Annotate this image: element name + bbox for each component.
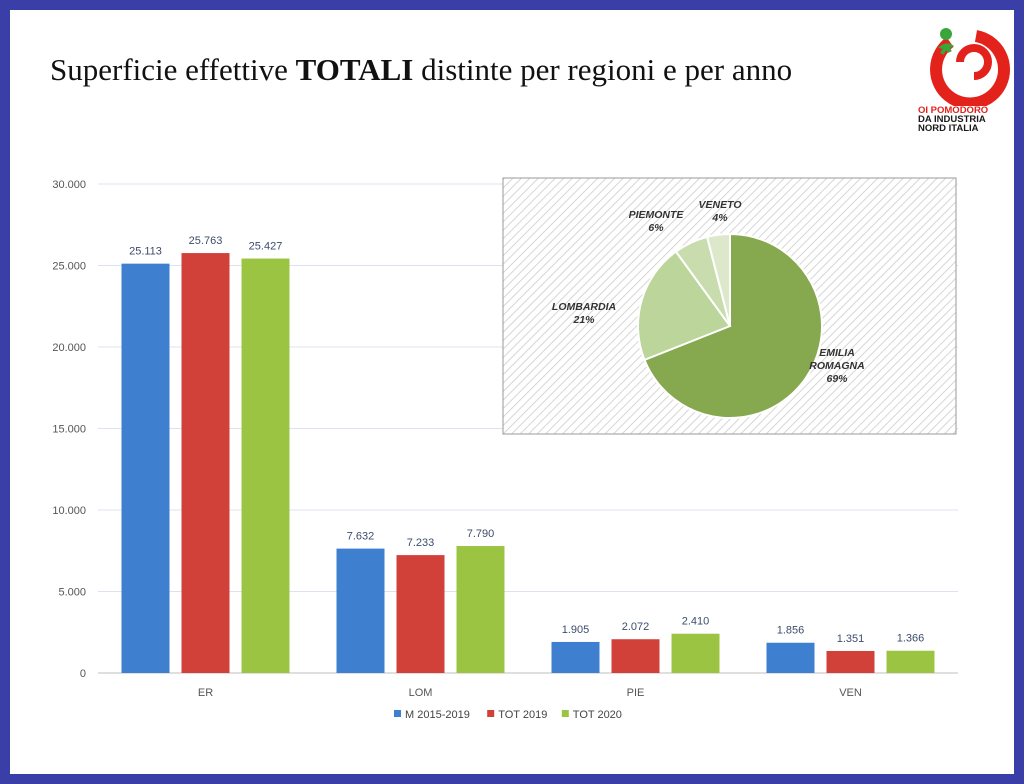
bar (826, 650, 875, 673)
y-tick-label: 20.000 (52, 342, 86, 354)
bar (766, 642, 815, 673)
y-tick-label: 0 (80, 668, 86, 680)
oi-pomodoro-logo: OI POMODORO DA INDUSTRIA NORD ITALIA (916, 20, 1012, 146)
legend-label: TOT 2020 (573, 709, 622, 721)
bar (396, 555, 445, 673)
pie-slice-percent: 4% (711, 212, 728, 224)
pie-slice (643, 232, 823, 419)
data-label: 1.856 (777, 625, 805, 637)
legend-swatch (561, 710, 569, 717)
bar (456, 546, 505, 673)
data-label: 25.113 (129, 246, 162, 258)
category-label: LOM (409, 687, 433, 699)
y-tick-label: 25.000 (52, 261, 86, 273)
pie-slice-name: ROMAGNA (809, 360, 864, 372)
y-tick-label: 15.000 (52, 424, 86, 436)
title-bold: TOTALI (295, 52, 414, 87)
pie-slice-percent: 6% (648, 222, 664, 234)
title-suffix: distinte per regioni e per anno (421, 52, 793, 87)
data-label: 25.427 (249, 241, 283, 253)
tomato-logo-icon (930, 28, 1011, 110)
y-tick-label: 10.000 (52, 505, 86, 517)
pie-slice-percent: 69% (826, 373, 848, 385)
y-tick-label: 30.000 (52, 179, 86, 191)
category-label: ER (198, 687, 213, 699)
data-label: 2.410 (682, 616, 710, 628)
chart-area: 0 5.000 10.000 15.000 20.000 25.000 30.000 25.1… (52, 177, 958, 721)
data-label: 1.905 (562, 624, 590, 636)
pie-slice-percent: 21% (572, 314, 595, 326)
bar (611, 639, 660, 673)
slide: Superficie effettive TOTALI distinte per… (10, 10, 1014, 774)
data-label: 2.072 (622, 621, 650, 633)
bar (551, 641, 600, 673)
logo-line-3: NORD ITALIA (918, 123, 979, 134)
title-prefix: Superficie effettive (50, 52, 288, 87)
pie-slice-name: VENETO (699, 199, 742, 211)
bar (181, 253, 230, 673)
legend-swatch (487, 710, 495, 717)
data-label: 7.790 (467, 528, 495, 540)
bar-chart: 0 5.000 10.000 15.000 20.000 25.000 30.000 25.1… (52, 179, 958, 721)
logo-line-1: OI POMODORO (918, 105, 989, 116)
category-label: VEN (839, 687, 862, 699)
bar (121, 263, 170, 673)
data-label: 25.763 (189, 235, 223, 247)
pie-slice-name: LOMBARDIA (552, 301, 616, 313)
bar (886, 650, 935, 673)
pie-slice (637, 250, 732, 362)
data-label: 7.233 (407, 537, 435, 549)
data-label: 1.351 (837, 633, 865, 645)
pie-slice-name: EMILIA (819, 347, 855, 359)
logo-text: OI POMODORO DA INDUSTRIA NORD ITALIA (918, 105, 1010, 134)
bar (671, 633, 720, 673)
pie-slice-name: PIEMONTE (629, 209, 685, 221)
bar (241, 258, 290, 673)
bar (336, 548, 385, 673)
category-label: PIE (627, 687, 645, 699)
legend-label: M 2015-2019 (405, 709, 470, 721)
logo-line-2: DA INDUSTRIA (918, 114, 986, 125)
y-tick-label: 5.000 (58, 587, 86, 599)
data-label: 7.632 (347, 531, 375, 543)
slide-title: Superficie effettive TOTALI distinte per… (50, 52, 792, 88)
legend-label: TOT 2019 (498, 709, 547, 721)
pie-slice (705, 232, 731, 327)
legend-swatch (394, 710, 401, 717)
data-label: 1.366 (897, 633, 925, 645)
